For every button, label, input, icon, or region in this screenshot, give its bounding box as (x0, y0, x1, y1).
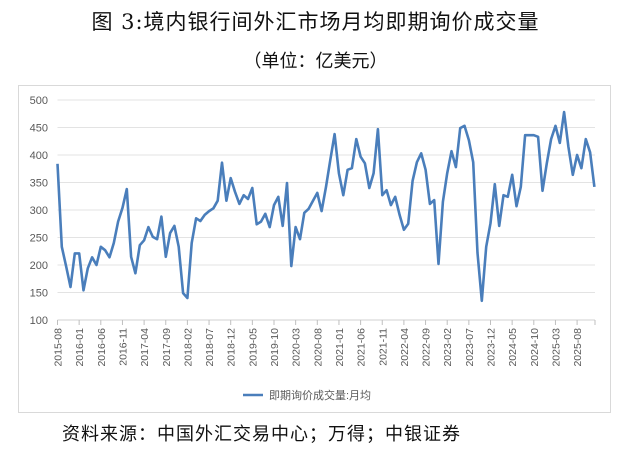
y-tick-label: 150 (30, 288, 48, 300)
chart-frame (18, 85, 611, 413)
x-tick-label: 2021-11 (377, 328, 389, 366)
y-tick-label: 300 (30, 205, 48, 217)
y-tick-label: 450 (30, 123, 48, 135)
legend: 即期询价成交量:月均 (243, 388, 371, 402)
x-tick-label: 2021-06 (356, 328, 368, 367)
x-tick-label: 2019-10 (269, 328, 281, 367)
y-axis: 100 150 200 250 300 350 400 450 500 (30, 95, 48, 327)
x-tick-label: 2020-03 (291, 328, 303, 367)
x-tick-label: 2016-06 (96, 328, 108, 367)
x-tick-label: 2024-05 (507, 328, 519, 367)
x-tick-label: 2020-08 (312, 328, 324, 367)
x-tick-label: 2015-08 (53, 328, 65, 367)
x-tick-label: 2017-04 (139, 328, 151, 367)
y-tick-label: 200 (30, 260, 48, 272)
series-line (56, 110, 596, 303)
x-tick-label: 2023-12 (486, 328, 498, 367)
x-tick-label: 2018-02 (182, 328, 194, 367)
chart-title: 图 3:境内银行间外汇市场月均即期询价成交量 (91, 10, 540, 34)
x-tick-label: 2022-04 (399, 328, 411, 367)
x-axis: 2015-08 2016-01 2016-06 2016-11 2017-04 2017-… (53, 320, 596, 367)
x-tick-label: 2025-03 (550, 328, 562, 367)
x-tick-label: 2016-11 (117, 328, 129, 366)
y-tick-label: 250 (30, 233, 48, 245)
x-tick-label: 2019-05 (247, 328, 259, 367)
y-tick-label: 100 (30, 315, 48, 327)
y-tick-label: 500 (30, 95, 48, 107)
x-tick-label: 2021-01 (334, 328, 346, 367)
x-tick-label: 2017-09 (161, 328, 173, 367)
x-tick-label: 2023-02 (442, 328, 454, 367)
x-tick-label: 2018-07 (204, 328, 216, 367)
x-tick-label: 2022-09 (421, 328, 433, 367)
y-tick-label: 350 (30, 178, 48, 190)
x-tick-label: 2025-08 (572, 328, 584, 367)
x-tick-label: 2023-07 (464, 328, 476, 367)
chart-subtitle: （单位：亿美元） (243, 51, 388, 72)
x-tick-label: 2024-10 (529, 328, 541, 367)
x-tick-label: 2016-01 (74, 328, 86, 367)
legend-label: 即期询价成交量:月均 (269, 388, 371, 402)
source-note: 资料来源：中国外汇交易中心；万得；中银证券 (62, 424, 461, 445)
x-tick-label: 2018-12 (226, 328, 238, 367)
gridlines (57, 99, 595, 321)
y-tick-label: 400 (30, 150, 48, 162)
